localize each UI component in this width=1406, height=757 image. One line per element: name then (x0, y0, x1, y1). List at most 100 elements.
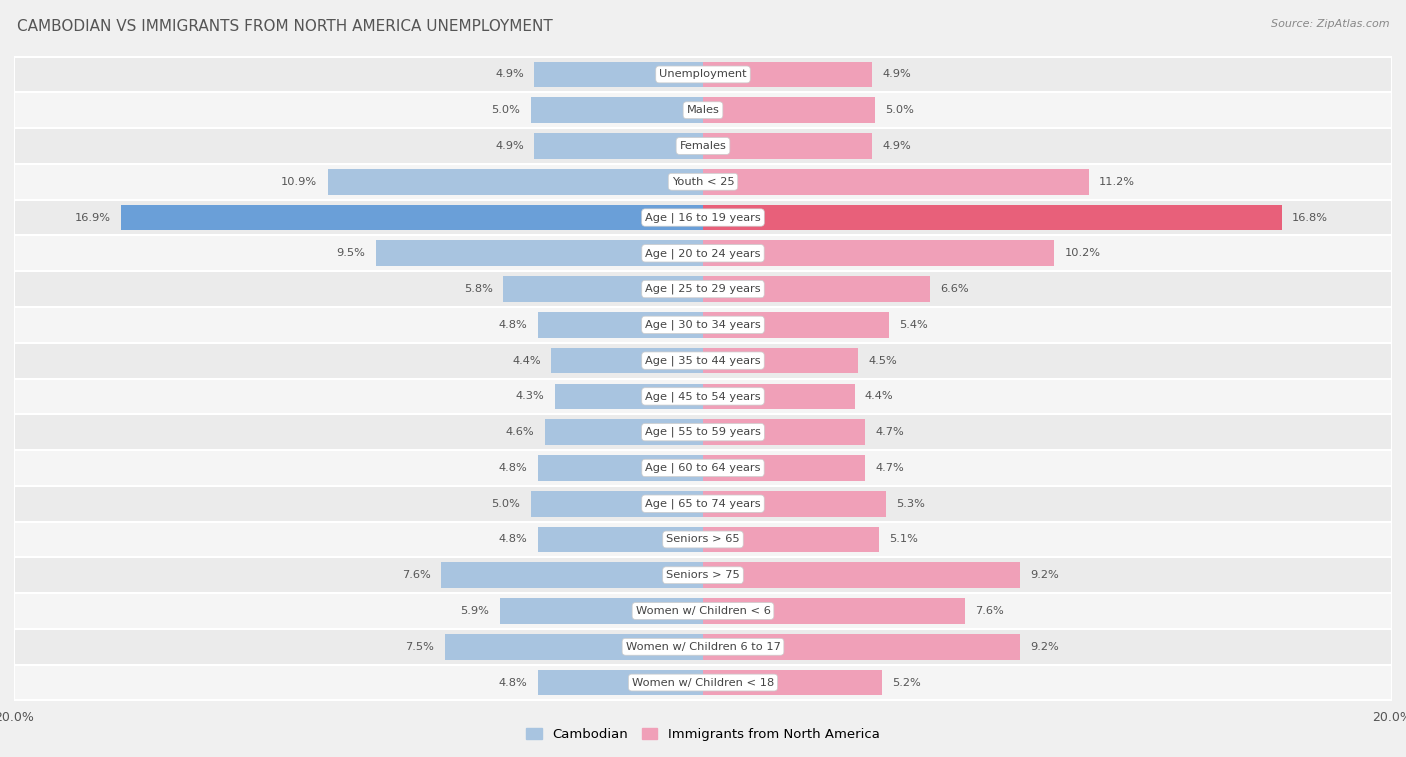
Text: Age | 45 to 54 years: Age | 45 to 54 years (645, 391, 761, 402)
Text: 4.7%: 4.7% (875, 463, 904, 473)
Text: 5.4%: 5.4% (900, 320, 928, 330)
Text: 16.8%: 16.8% (1292, 213, 1329, 223)
Text: Age | 30 to 34 years: Age | 30 to 34 years (645, 319, 761, 330)
Bar (531, 98, 703, 123)
Bar (703, 204, 1282, 230)
Bar (703, 527, 879, 553)
Text: Seniors > 75: Seniors > 75 (666, 570, 740, 580)
Bar (537, 455, 703, 481)
Bar (14, 414, 1392, 450)
Text: 5.3%: 5.3% (896, 499, 925, 509)
Bar (499, 598, 703, 624)
Bar (703, 670, 882, 696)
Bar (555, 384, 703, 410)
Bar (14, 378, 1392, 414)
Text: Youth < 25: Youth < 25 (672, 177, 734, 187)
Bar (14, 629, 1392, 665)
Text: Unemployment: Unemployment (659, 70, 747, 79)
Bar (551, 347, 703, 373)
Bar (703, 598, 965, 624)
Text: 4.9%: 4.9% (495, 141, 524, 151)
Text: Age | 16 to 19 years: Age | 16 to 19 years (645, 212, 761, 223)
Bar (375, 241, 703, 266)
Text: 7.6%: 7.6% (976, 606, 1004, 616)
Text: Seniors > 65: Seniors > 65 (666, 534, 740, 544)
Text: 4.5%: 4.5% (869, 356, 897, 366)
Bar (444, 634, 703, 659)
Bar (328, 169, 703, 195)
Text: 5.0%: 5.0% (886, 105, 914, 115)
Text: 5.0%: 5.0% (492, 105, 520, 115)
Bar (121, 204, 703, 230)
Bar (703, 276, 931, 302)
Bar (441, 562, 703, 588)
Text: 4.9%: 4.9% (882, 141, 911, 151)
Bar (703, 347, 858, 373)
Bar (14, 307, 1392, 343)
Bar (703, 169, 1088, 195)
Text: 4.8%: 4.8% (499, 320, 527, 330)
Bar (703, 491, 886, 516)
Text: Source: ZipAtlas.com: Source: ZipAtlas.com (1271, 19, 1389, 29)
Bar (703, 98, 875, 123)
Bar (14, 593, 1392, 629)
Text: Women w/ Children < 6: Women w/ Children < 6 (636, 606, 770, 616)
Text: Age | 60 to 64 years: Age | 60 to 64 years (645, 463, 761, 473)
Text: Age | 35 to 44 years: Age | 35 to 44 years (645, 355, 761, 366)
Bar (14, 557, 1392, 593)
Bar (14, 665, 1392, 700)
Text: 4.8%: 4.8% (499, 678, 527, 687)
Text: 9.2%: 9.2% (1031, 570, 1059, 580)
Text: 4.3%: 4.3% (516, 391, 544, 401)
Text: 7.5%: 7.5% (405, 642, 434, 652)
Bar (534, 61, 703, 87)
Bar (703, 455, 865, 481)
Bar (703, 419, 865, 445)
Text: Age | 20 to 24 years: Age | 20 to 24 years (645, 248, 761, 259)
Text: 4.8%: 4.8% (499, 534, 527, 544)
Bar (14, 235, 1392, 271)
Bar (703, 384, 855, 410)
Text: 5.0%: 5.0% (492, 499, 520, 509)
Bar (537, 670, 703, 696)
Bar (14, 486, 1392, 522)
Text: 5.8%: 5.8% (464, 284, 494, 294)
Bar (14, 450, 1392, 486)
Text: 4.4%: 4.4% (865, 391, 894, 401)
Bar (544, 419, 703, 445)
Bar (534, 133, 703, 159)
Text: 9.2%: 9.2% (1031, 642, 1059, 652)
Bar (14, 271, 1392, 307)
Bar (703, 133, 872, 159)
Bar (14, 57, 1392, 92)
Text: 6.6%: 6.6% (941, 284, 969, 294)
Text: 16.9%: 16.9% (75, 213, 111, 223)
Bar (703, 312, 889, 338)
Bar (531, 491, 703, 516)
Text: 4.9%: 4.9% (495, 70, 524, 79)
Legend: Cambodian, Immigrants from North America: Cambodian, Immigrants from North America (522, 722, 884, 746)
Text: 7.6%: 7.6% (402, 570, 430, 580)
Bar (703, 634, 1019, 659)
Bar (703, 61, 872, 87)
Text: Males: Males (686, 105, 720, 115)
Bar (503, 276, 703, 302)
Bar (14, 522, 1392, 557)
Text: 9.5%: 9.5% (336, 248, 366, 258)
Bar (14, 92, 1392, 128)
Text: 5.9%: 5.9% (461, 606, 489, 616)
Text: 4.7%: 4.7% (875, 427, 904, 437)
Bar (14, 200, 1392, 235)
Bar (703, 562, 1019, 588)
Text: Women w/ Children 6 to 17: Women w/ Children 6 to 17 (626, 642, 780, 652)
Text: CAMBODIAN VS IMMIGRANTS FROM NORTH AMERICA UNEMPLOYMENT: CAMBODIAN VS IMMIGRANTS FROM NORTH AMERI… (17, 19, 553, 34)
Text: 10.2%: 10.2% (1064, 248, 1101, 258)
Text: 10.9%: 10.9% (281, 177, 318, 187)
Text: Age | 25 to 29 years: Age | 25 to 29 years (645, 284, 761, 294)
Bar (14, 128, 1392, 164)
Text: 4.6%: 4.6% (506, 427, 534, 437)
Bar (14, 164, 1392, 200)
Bar (703, 241, 1054, 266)
Text: Females: Females (679, 141, 727, 151)
Bar (14, 343, 1392, 378)
